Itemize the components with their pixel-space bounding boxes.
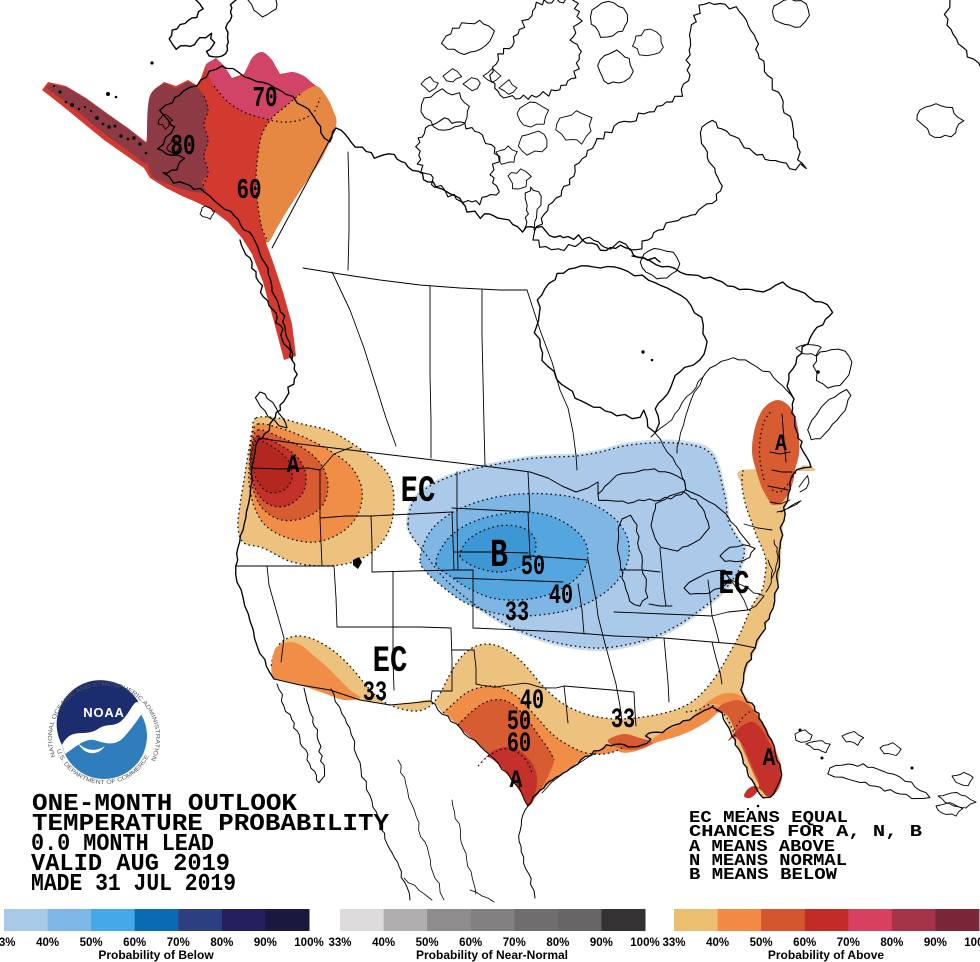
svg-text:40%: 40% bbox=[372, 937, 395, 949]
svg-text:80: 80 bbox=[170, 130, 195, 163]
svg-text:33%: 33% bbox=[662, 937, 685, 949]
svg-text:ONE-MONTH OUTLOOK: ONE-MONTH OUTLOOK bbox=[32, 791, 298, 818]
svg-text:B: B bbox=[490, 533, 508, 578]
svg-text:33%: 33% bbox=[0, 937, 16, 949]
svg-text:70%: 70% bbox=[837, 937, 860, 949]
svg-text:50%: 50% bbox=[416, 937, 439, 949]
svg-text:40%: 40% bbox=[706, 937, 729, 949]
svg-text:VALID AUG 2019: VALID AUG 2019 bbox=[31, 851, 230, 878]
svg-text:33%: 33% bbox=[328, 937, 351, 949]
svg-text:EC: EC bbox=[719, 565, 750, 603]
svg-text:60%: 60% bbox=[793, 937, 816, 949]
svg-text:60: 60 bbox=[507, 729, 531, 760]
svg-text:33: 33 bbox=[363, 678, 387, 709]
svg-text:A: A bbox=[510, 767, 523, 795]
svg-text:TEMPERATURE PROBABILITY: TEMPERATURE PROBABILITY bbox=[32, 811, 390, 838]
svg-text:80%: 80% bbox=[880, 937, 903, 949]
svg-text:50%: 50% bbox=[750, 937, 773, 949]
svg-text:A MEANS ABOVE: A MEANS ABOVE bbox=[689, 838, 835, 857]
svg-text:40: 40 bbox=[549, 581, 573, 612]
svg-text:Probability of Near-Normal: Probability of Near-Normal bbox=[416, 948, 568, 962]
svg-text:EC: EC bbox=[401, 470, 436, 512]
svg-text:Probability of Below: Probability of Below bbox=[98, 948, 214, 962]
svg-text:90%: 90% bbox=[590, 937, 613, 949]
svg-text:100%: 100% bbox=[294, 937, 323, 949]
svg-text:70%: 70% bbox=[167, 937, 190, 949]
svg-text:B MEANS BELOW: B MEANS BELOW bbox=[689, 866, 838, 885]
svg-text:100%: 100% bbox=[630, 937, 659, 949]
svg-text:Probability of Above: Probability of Above bbox=[768, 948, 885, 962]
svg-text:50: 50 bbox=[507, 707, 531, 738]
svg-text:60%: 60% bbox=[459, 937, 482, 949]
svg-text:EC: EC bbox=[373, 640, 408, 682]
svg-text:100%: 100% bbox=[964, 937, 980, 949]
svg-text:50%: 50% bbox=[80, 937, 103, 949]
svg-text:40: 40 bbox=[520, 686, 544, 717]
svg-text:40%: 40% bbox=[36, 937, 59, 949]
svg-text:MADE 31 JUL 2019: MADE 31 JUL 2019 bbox=[31, 871, 236, 898]
svg-text:N MEANS NORMAL: N MEANS NORMAL bbox=[689, 852, 847, 871]
svg-text:33: 33 bbox=[611, 705, 635, 736]
svg-text:33: 33 bbox=[505, 598, 529, 629]
svg-text:CHANCES FOR A, N, B: CHANCES FOR A, N, B bbox=[689, 823, 922, 842]
svg-text:70%: 70% bbox=[503, 937, 526, 949]
svg-text:A: A bbox=[763, 745, 776, 773]
svg-text:60%: 60% bbox=[123, 937, 146, 949]
svg-text:50: 50 bbox=[521, 552, 545, 583]
svg-text:A: A bbox=[775, 432, 787, 458]
svg-text:0.0 MONTH LEAD: 0.0 MONTH LEAD bbox=[31, 831, 214, 858]
svg-text:60: 60 bbox=[236, 174, 261, 207]
svg-text:90%: 90% bbox=[924, 937, 947, 949]
svg-text:80%: 80% bbox=[546, 937, 569, 949]
svg-text:70: 70 bbox=[252, 82, 277, 115]
svg-text:80%: 80% bbox=[210, 937, 233, 949]
svg-text:90%: 90% bbox=[254, 937, 277, 949]
svg-text:NOAA: NOAA bbox=[83, 705, 124, 720]
svg-text:EC MEANS EQUAL: EC MEANS EQUAL bbox=[689, 809, 848, 828]
svg-text:A: A bbox=[287, 452, 300, 480]
